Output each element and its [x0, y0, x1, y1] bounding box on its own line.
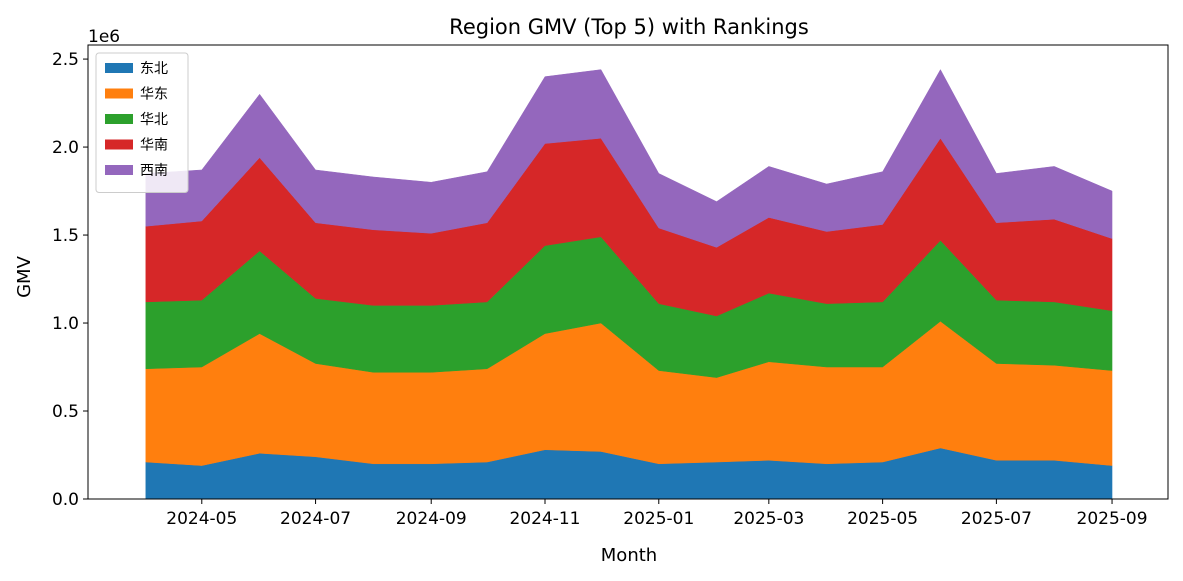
legend-swatch — [105, 165, 133, 175]
y-tick-label: 1.0 — [52, 314, 79, 334]
x-tick-label: 2025-07 — [961, 509, 1032, 529]
y-tick-label: 0.5 — [52, 402, 79, 422]
y-tick-label: 0.0 — [52, 490, 79, 510]
x-axis-ticks: 2024-05 2024-07 2024-09 2024-11 2025-01 2025-… — [166, 499, 1148, 529]
legend-swatch — [105, 139, 133, 150]
y-tick-label: 2.0 — [52, 138, 79, 158]
y-tick-label: 1.5 — [52, 226, 79, 246]
x-tick-label: 2024-05 — [166, 509, 237, 529]
legend-swatch — [105, 114, 133, 124]
legend-box — [95, 52, 189, 193]
legend-swatch — [105, 63, 133, 73]
y-axis-title: GMV — [14, 255, 35, 297]
y-scale-label: 1e6 — [88, 27, 120, 47]
x-axis-title: Month — [601, 545, 657, 566]
x-tick-label: 2025-09 — [1077, 509, 1148, 529]
x-tick-label: 2024-09 — [396, 509, 467, 529]
x-tick-label: 2025-01 — [623, 509, 694, 529]
y-tick-label: 2.5 — [52, 50, 79, 70]
legend-label: 华北 — [140, 112, 168, 128]
legend-label: 东北 — [140, 61, 168, 77]
legend-swatch — [105, 88, 133, 99]
legend-label: 华东 — [140, 87, 168, 103]
plot-frame — [87, 44, 1169, 500]
legend-label: 西南 — [140, 163, 168, 179]
chart-title: Region GMV (Top 5) with Rankings — [449, 15, 809, 39]
x-tick-label: 2024-11 — [509, 509, 580, 529]
area-series-5 — [145, 69, 1113, 248]
x-tick-label: 2024-07 — [280, 509, 351, 529]
legend-label: 华南 — [140, 138, 168, 154]
area-layers — [145, 69, 1113, 500]
y-axis-ticks: 0.0 0.5 1.0 1.5 2.0 2.5 — [52, 50, 88, 510]
x-tick-label: 2025-03 — [733, 509, 804, 529]
x-tick-label: 2025-05 — [847, 509, 918, 529]
